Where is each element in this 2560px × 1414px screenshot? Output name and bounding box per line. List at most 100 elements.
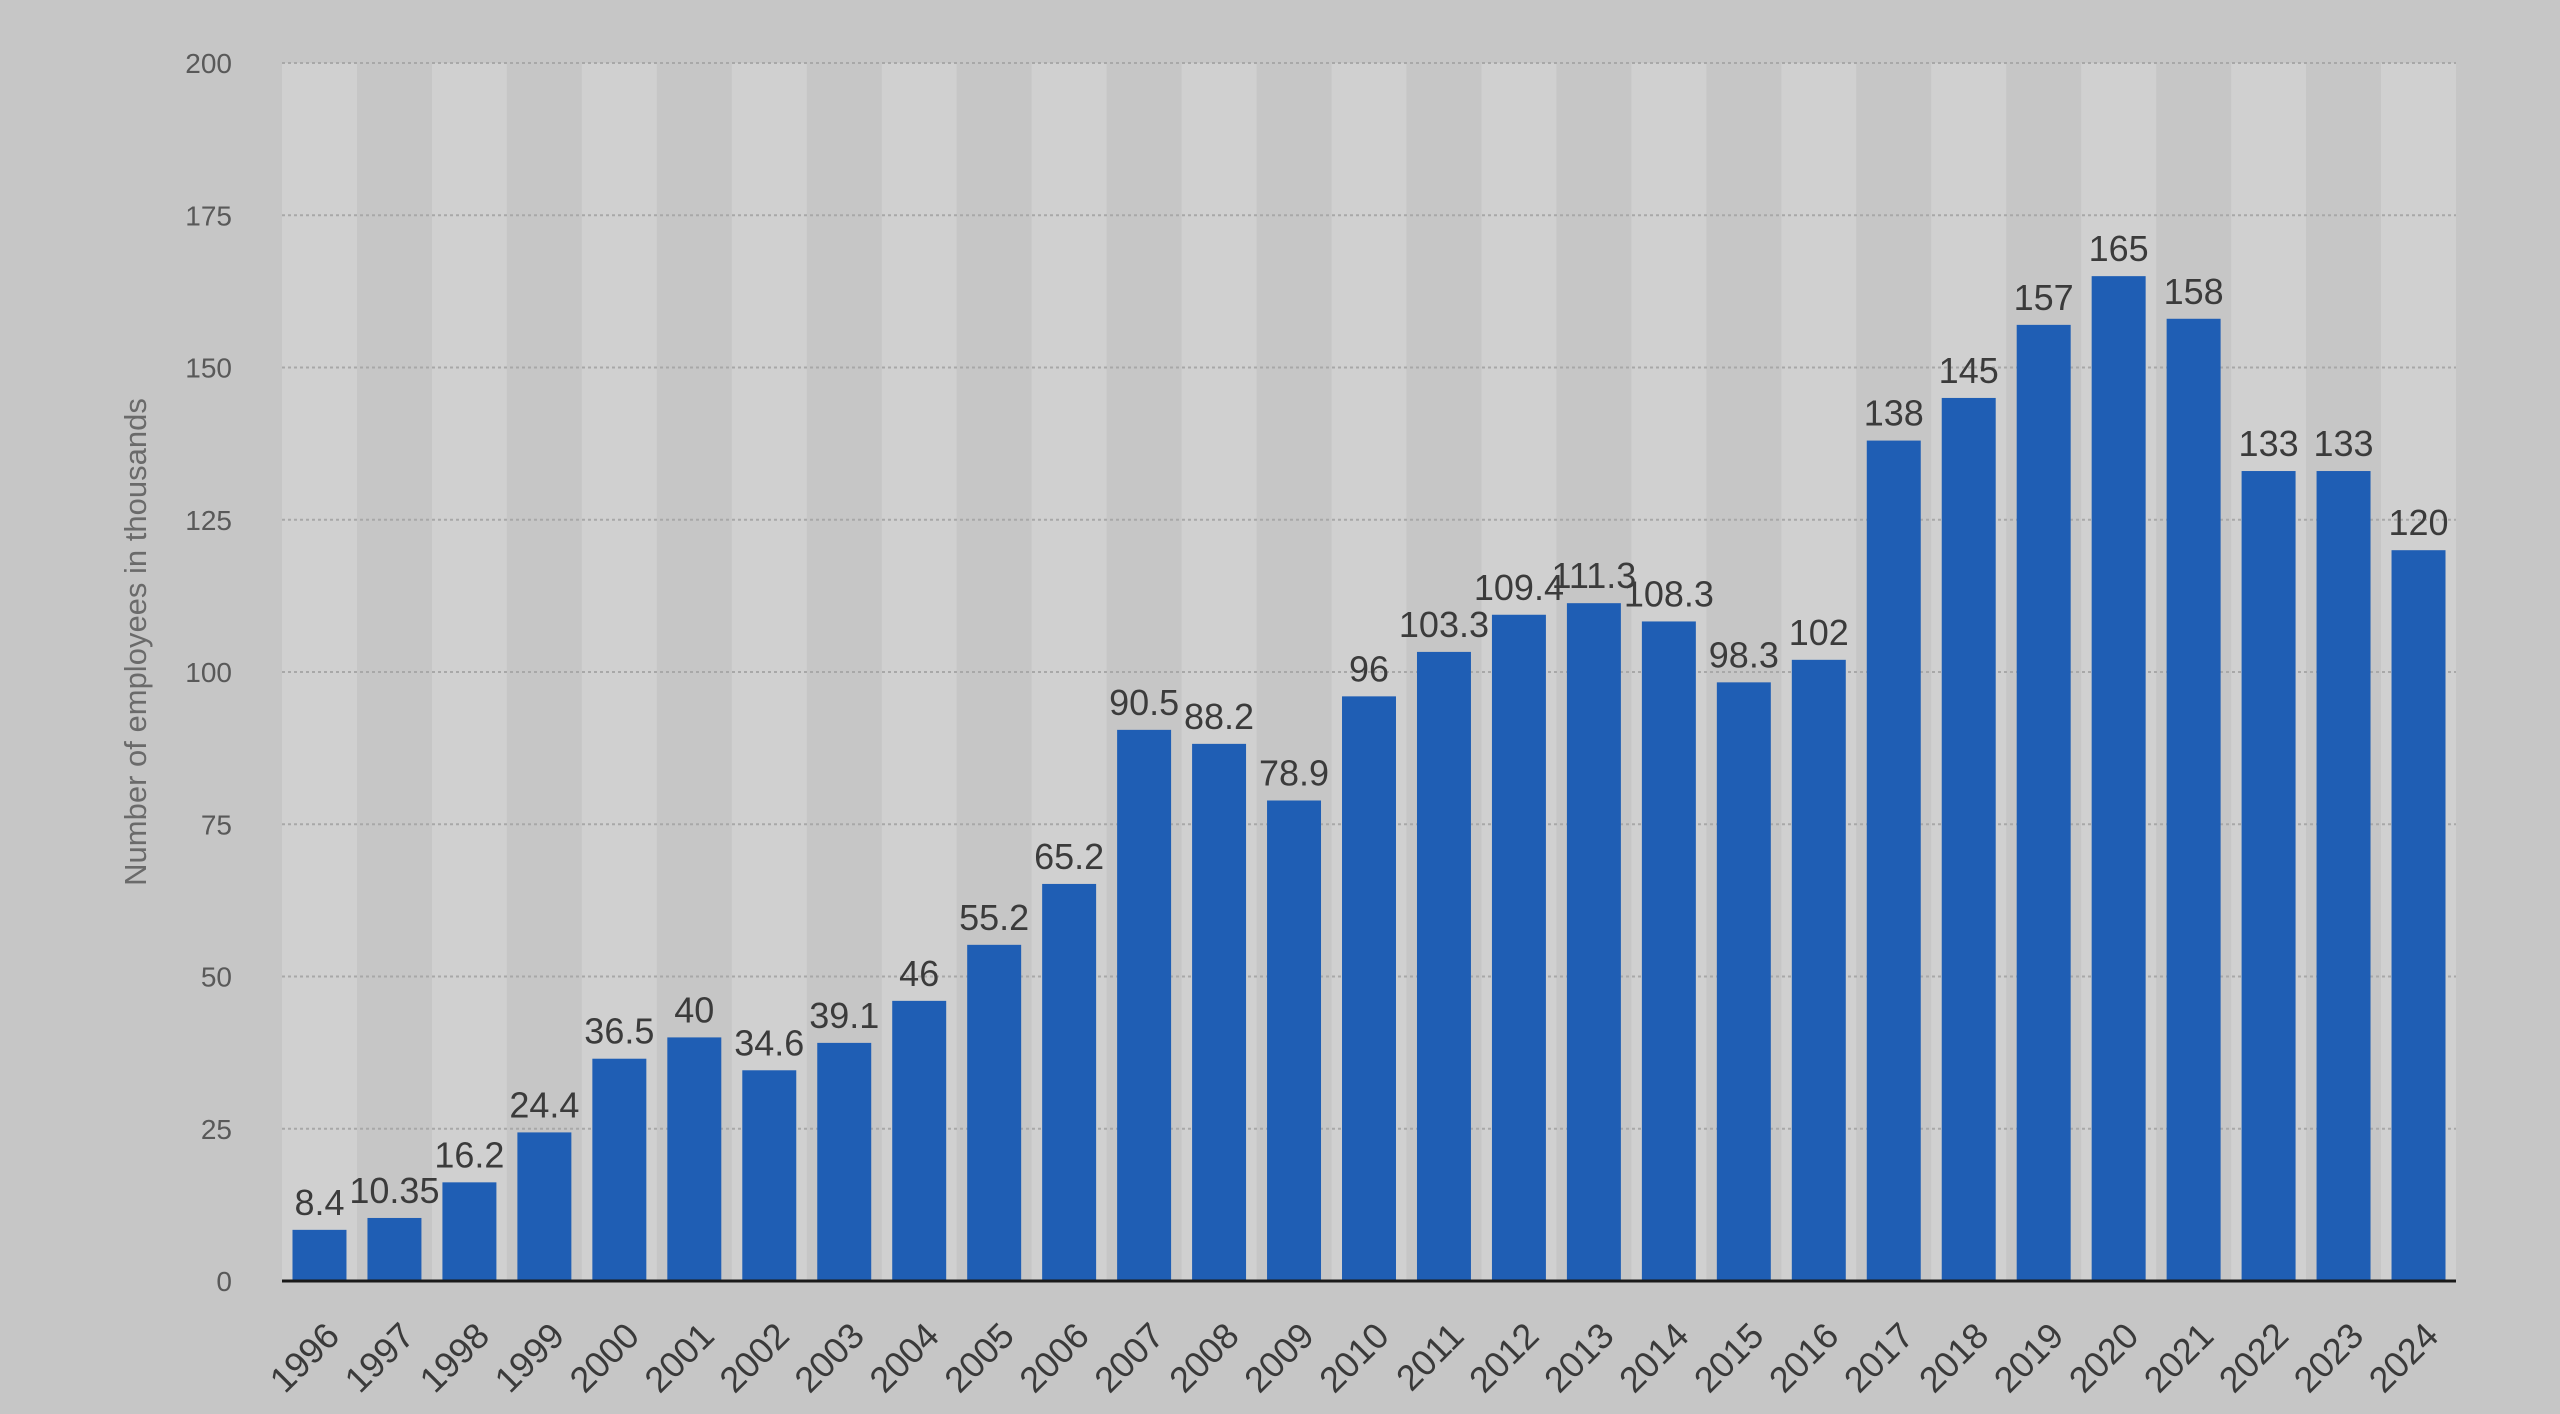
data-label-1998: 16.2 [434,1134,504,1175]
data-label-2007: 90.5 [1109,682,1179,723]
bar-2018 [1941,397,1996,1281]
x-tick-label-2001: 2001 [636,1315,722,1401]
y-axis-ticks: 0 25 50 75 100 125 150 175 200 [185,48,232,1297]
bar-2008 [1192,743,1247,1281]
bar-2011 [1416,651,1471,1281]
y-tick-label: 0 [216,1266,232,1297]
x-tick-label-2009: 2009 [1236,1315,1322,1401]
bar-2020 [2091,276,2146,1281]
bar-2021 [2166,318,2221,1281]
x-tick-label-2015: 2015 [1686,1315,1772,1401]
data-label-2014: 108.3 [1624,573,1714,614]
data-label-2008: 88.2 [1184,696,1254,737]
bar-2001 [667,1037,722,1281]
bar-2009 [1267,800,1322,1281]
x-tick-label-2006: 2006 [1011,1315,1097,1401]
x-tick-label-2021: 2021 [2136,1315,2222,1401]
x-tick-label-1997: 1997 [336,1315,422,1401]
y-axis-title: Number of employees in thousands [118,398,153,886]
x-tick-label-1999: 1999 [486,1315,572,1401]
y-tick-label: 100 [185,657,232,688]
data-label-2010: 96 [1349,648,1389,689]
y-tick-label: 175 [185,200,232,231]
data-label-2023: 133 [2314,423,2374,464]
data-label-2024: 120 [2388,502,2448,543]
data-label-2020: 165 [2089,228,2149,269]
data-label-1999: 24.4 [509,1084,579,1125]
bar-2010 [1342,696,1396,1281]
bar-2016 [1791,659,1846,1281]
x-tick-label-2004: 2004 [861,1315,947,1401]
x-axis-ticks: 1996199719981999200020012002200320042005… [262,1315,2447,1401]
data-label-2001: 40 [674,989,714,1030]
x-tick-label-2003: 2003 [786,1315,872,1401]
bar-1998 [442,1182,497,1281]
bar-1999 [517,1132,572,1281]
bar-2005 [967,944,1022,1281]
data-label-1997: 10.35 [349,1170,439,1211]
x-tick-label-2018: 2018 [1911,1315,1997,1401]
data-label-2013: 111.3 [1552,555,1637,596]
data-label-2003: 39.1 [809,995,879,1036]
y-tick-label: 50 [201,962,232,993]
x-tick-label-2012: 2012 [1461,1315,1547,1401]
data-label-2017: 138 [1864,393,1924,434]
x-tick-label-2013: 2013 [1536,1315,1622,1401]
data-label-2022: 133 [2239,423,2299,464]
bar-2007 [1117,729,1172,1281]
bar-2017 [1866,440,1921,1282]
bar-2022 [2241,471,2296,1281]
x-tick-label-2005: 2005 [936,1315,1022,1401]
data-label-2005: 55.2 [959,897,1029,938]
data-label-2012: 109.4 [1474,567,1564,608]
x-tick-label-1998: 1998 [411,1315,497,1401]
y-tick-label: 75 [201,809,232,840]
x-tick-label-2017: 2017 [1836,1315,1922,1401]
bars [292,276,2446,1282]
x-tick-label-2019: 2019 [1986,1315,2072,1401]
y-tick-label: 200 [185,48,232,79]
bar-2004 [892,1000,947,1281]
data-label-2016: 102 [1789,612,1849,653]
x-tick-label-2007: 2007 [1086,1315,1172,1401]
bar-2006 [1042,883,1097,1281]
x-tick-label-2002: 2002 [711,1315,797,1401]
bar-2000 [592,1058,647,1281]
x-tick-label-2022: 2022 [2211,1315,2297,1401]
bar-2012 [1491,614,1546,1281]
x-tick-label-2000: 2000 [561,1315,647,1401]
bar-2015 [1716,682,1771,1281]
data-label-2011: 103.3 [1399,604,1489,645]
bar-1996 [292,1229,347,1281]
data-label-2015: 98.3 [1709,634,1779,675]
data-label-1996: 8.4 [294,1182,344,1223]
data-label-2009: 78.9 [1259,752,1329,793]
x-tick-label-2020: 2020 [2061,1315,2147,1401]
data-label-2021: 158 [2164,271,2224,312]
data-label-2000: 36.5 [584,1011,654,1052]
x-tick-label-2008: 2008 [1161,1315,1247,1401]
x-tick-label-1996: 1996 [262,1315,348,1401]
x-tick-label-2023: 2023 [2286,1315,2372,1401]
y-tick-label: 25 [201,1114,232,1145]
bar-2014 [1641,621,1696,1281]
bar-1997 [367,1217,422,1281]
data-label-2002: 34.6 [734,1022,804,1063]
x-tick-label-2014: 2014 [1611,1315,1697,1401]
bar-2003 [817,1042,872,1281]
bar-2013 [1566,603,1621,1281]
bar-2002 [742,1070,797,1281]
x-tick-label-2016: 2016 [1761,1315,1847,1401]
data-label-2019: 157 [2014,277,2074,318]
x-tick-label-2011: 2011 [1388,1315,1472,1399]
x-tick-label-2024: 2024 [2361,1315,2447,1401]
y-tick-label: 150 [185,353,232,384]
bar-2024 [2391,550,2446,1281]
data-label-2018: 145 [1939,350,1999,391]
bar-2019 [2016,324,2071,1281]
bar-2023 [2316,471,2371,1281]
x-tick-label-2010: 2010 [1311,1315,1397,1401]
